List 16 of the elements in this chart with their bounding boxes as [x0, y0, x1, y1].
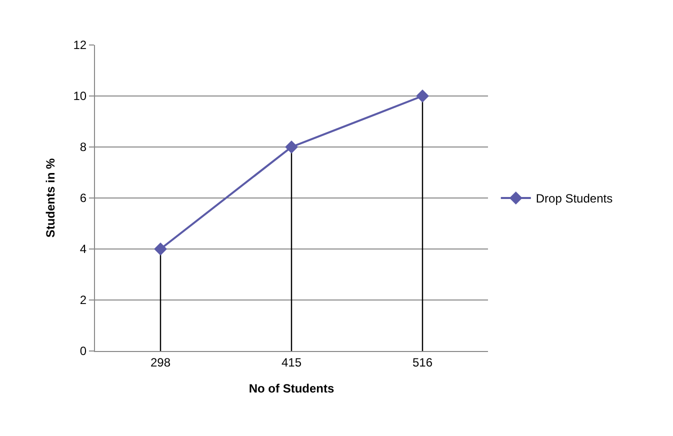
x-axis-title: No of Students: [248, 381, 334, 396]
y-tick-label: 10: [73, 89, 87, 104]
y-tick-label: 12: [73, 38, 87, 52]
x-tick-label: 516: [412, 355, 433, 370]
x-tick-label: 298: [150, 355, 171, 370]
point: [285, 140, 298, 154]
point: [154, 242, 167, 256]
legend-label: Drop Students: [536, 192, 613, 206]
y-tick-label: 8: [80, 140, 87, 154]
y-tick-label: 0: [80, 344, 87, 358]
point: [416, 90, 429, 102]
y-tick-label: 2: [80, 293, 87, 308]
x-tick-label: 415: [281, 355, 302, 370]
y-tick-label: 6: [80, 191, 87, 206]
y-axis-title: Students in %: [44, 158, 58, 238]
y-tick-label: 4: [80, 242, 87, 256]
